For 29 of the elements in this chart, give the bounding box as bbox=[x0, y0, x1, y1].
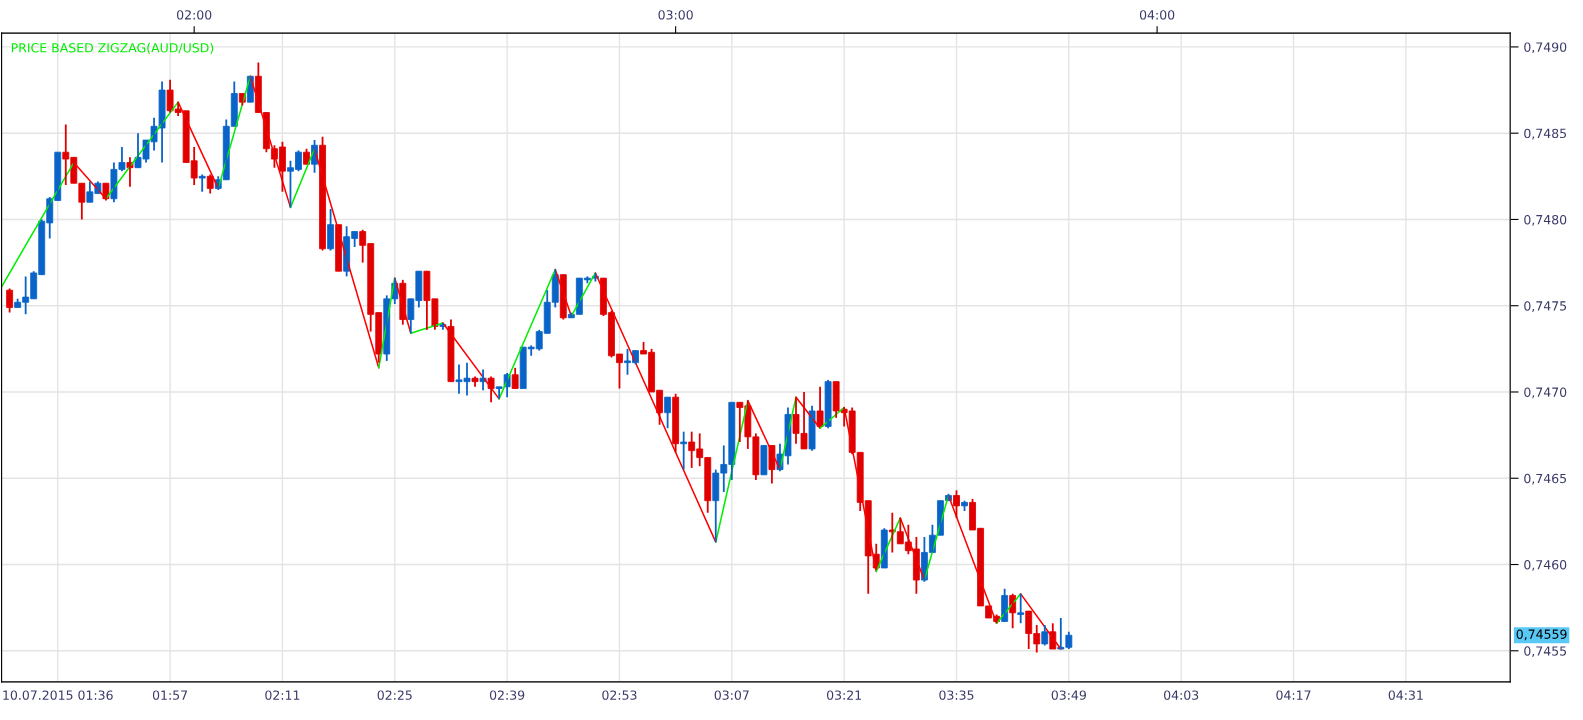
x-tick-label: 03:35 bbox=[939, 690, 974, 700]
candlestick bbox=[953, 489, 960, 519]
x2-tick-label: 02:00 bbox=[176, 10, 212, 20]
candlestick bbox=[832, 380, 840, 419]
y-tick-label: 0,7480 bbox=[1524, 214, 1567, 226]
x-tick-label: 03:49 bbox=[1051, 690, 1086, 700]
y-tick-label: 0,7475 bbox=[1524, 301, 1567, 312]
y-tick-label: 0,7460 bbox=[1524, 559, 1567, 571]
x-tick-label: 04:03 bbox=[1163, 690, 1199, 700]
x-tick-label: 02:11 bbox=[265, 690, 300, 700]
x-tick-label: 04:17 bbox=[1276, 690, 1311, 700]
y-tick-label: 0,7490 bbox=[1524, 42, 1567, 54]
x-tick-label: 02:39 bbox=[489, 690, 525, 700]
x-tick-label: 03:21 bbox=[826, 690, 862, 700]
x-tick-label: 04:31 bbox=[1388, 690, 1423, 700]
x2-tick-label: 04:00 bbox=[1139, 10, 1175, 20]
x-tick-label: 02:53 bbox=[602, 690, 637, 700]
text: 0,74559 bbox=[1516, 629, 1567, 641]
x-tick-label: 03:07 bbox=[714, 690, 749, 700]
y-tick-label: 0,7470 bbox=[1524, 387, 1567, 399]
x-tick-label: 10.07.2015 01:36 bbox=[3, 690, 113, 700]
y-tick-label: 0,7455 bbox=[1524, 646, 1567, 657]
x-tick-label: 01:57 bbox=[152, 690, 188, 700]
y-tick-label: 0,7465 bbox=[1524, 473, 1567, 485]
candlestick bbox=[511, 366, 519, 390]
y-tick-label: 0,7485 bbox=[1524, 128, 1567, 140]
x-tick-label: 02:25 bbox=[377, 690, 412, 700]
text: PRICE BASED ZIGZAG(AUD/USD) bbox=[11, 42, 214, 54]
x2-tick-label: 03:00 bbox=[658, 10, 693, 20]
